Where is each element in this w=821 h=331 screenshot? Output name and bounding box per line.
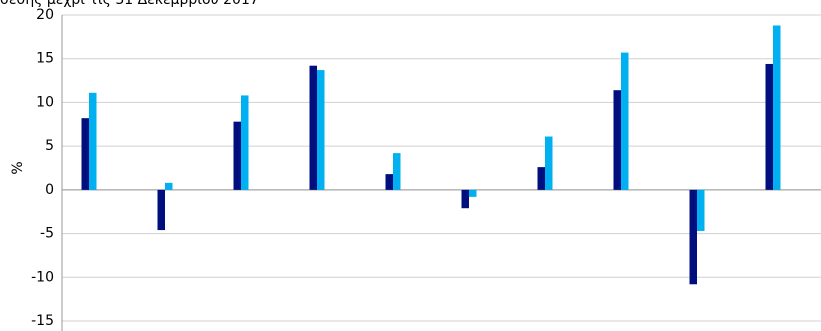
bar (469, 189, 477, 197)
bar (613, 90, 621, 190)
bar (697, 189, 705, 231)
bar (537, 167, 545, 190)
bar (765, 63, 773, 190)
y-tick-label: 20 (36, 7, 54, 23)
bar (393, 153, 401, 190)
bar (157, 189, 165, 231)
bar (89, 92, 97, 190)
bar (233, 121, 241, 190)
bar (81, 118, 89, 190)
bar (545, 136, 553, 190)
bar (461, 189, 469, 209)
bar (309, 65, 317, 190)
bar (385, 174, 393, 190)
y-axis-label: % (10, 161, 26, 174)
y-tick-label: 0 (45, 182, 54, 198)
bar (241, 95, 249, 190)
bar (165, 182, 173, 190)
bar (317, 70, 325, 190)
y-tick-label: -10 (31, 269, 54, 285)
y-tick-label: -15 (31, 313, 54, 329)
bar (773, 25, 781, 190)
y-tick-label: 10 (36, 94, 54, 110)
y-tick-label: 5 (45, 138, 54, 154)
bar (621, 52, 629, 190)
y-tick-label: 15 (36, 51, 54, 67)
y-tick-label: -5 (40, 226, 54, 242)
bar (689, 189, 697, 285)
chart-subtitle: σεσης μέχρι τις 31 Δεκεμβρίου 2017 (0, 0, 259, 8)
